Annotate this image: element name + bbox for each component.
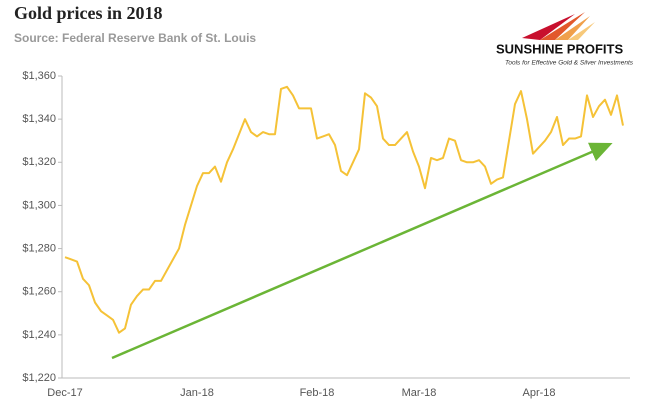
y-tick-label: $1,360 bbox=[22, 70, 56, 82]
logo-tagline: Tools for Effective Gold & Silver Invest… bbox=[505, 60, 634, 67]
logo-name: SUNSHINE PROFITS bbox=[496, 41, 623, 56]
y-tick-label: $1,220 bbox=[22, 372, 56, 384]
logo-rays bbox=[522, 12, 595, 40]
y-tick-label: $1,320 bbox=[22, 156, 56, 168]
x-tick-label: Apr-18 bbox=[522, 387, 555, 399]
y-tick-label: $1,260 bbox=[22, 286, 56, 298]
price-line bbox=[64, 85, 624, 334]
x-tick-label: Dec-17 bbox=[47, 387, 82, 399]
chart-title: Gold prices in 2018 bbox=[14, 3, 163, 23]
chart-subtitle: Source: Federal Reserve Bank of St. Loui… bbox=[14, 31, 256, 45]
y-tick-label: $1,300 bbox=[22, 199, 56, 211]
x-tick-label: Feb-18 bbox=[300, 387, 335, 399]
y-tick-label: $1,280 bbox=[22, 242, 56, 254]
x-tick-label: Mar-18 bbox=[402, 387, 437, 399]
x-tick-label: Jan-18 bbox=[180, 387, 214, 399]
trend-arrow bbox=[111, 142, 613, 360]
y-tick-label: $1,340 bbox=[22, 113, 56, 125]
y-tick-label: $1,240 bbox=[22, 329, 56, 341]
